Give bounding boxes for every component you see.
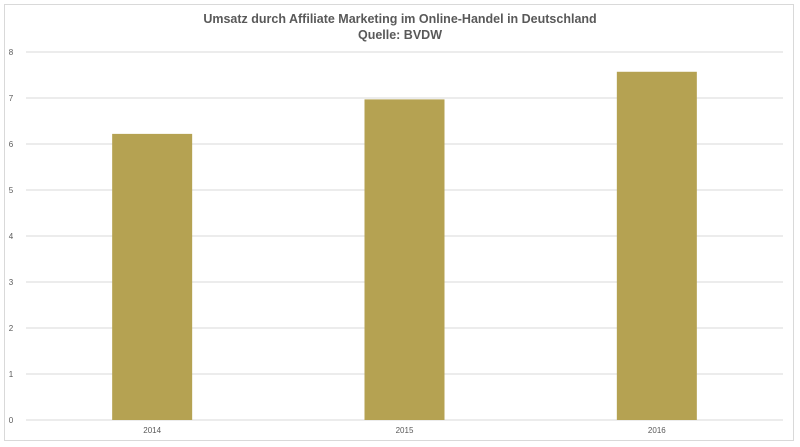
y-tick-label: 1 — [9, 370, 14, 379]
y-tick-label: 4 — [9, 232, 14, 241]
chart-subtitle: Quelle: BVDW — [357, 28, 443, 42]
y-tick-label: 5 — [9, 186, 14, 195]
x-tick-label: 2015 — [396, 426, 414, 435]
chart-title-block: Umsatz durch Affiliate Marketing im Onli… — [0, 11, 800, 43]
x-tick-label: 2014 — [143, 426, 161, 435]
y-tick-label: 3 — [9, 278, 14, 287]
bar — [112, 133, 193, 420]
chart-title: Umsatz durch Affiliate Marketing im Onli… — [203, 12, 597, 26]
bar — [616, 71, 697, 420]
y-tick-label: 0 — [9, 416, 14, 425]
bar — [364, 99, 445, 420]
y-tick-label: 6 — [9, 140, 14, 149]
y-tick-label: 2 — [9, 324, 14, 333]
x-tick-label: 2016 — [648, 426, 666, 435]
y-tick-label: 8 — [9, 48, 14, 57]
y-tick-label: 7 — [9, 94, 14, 103]
